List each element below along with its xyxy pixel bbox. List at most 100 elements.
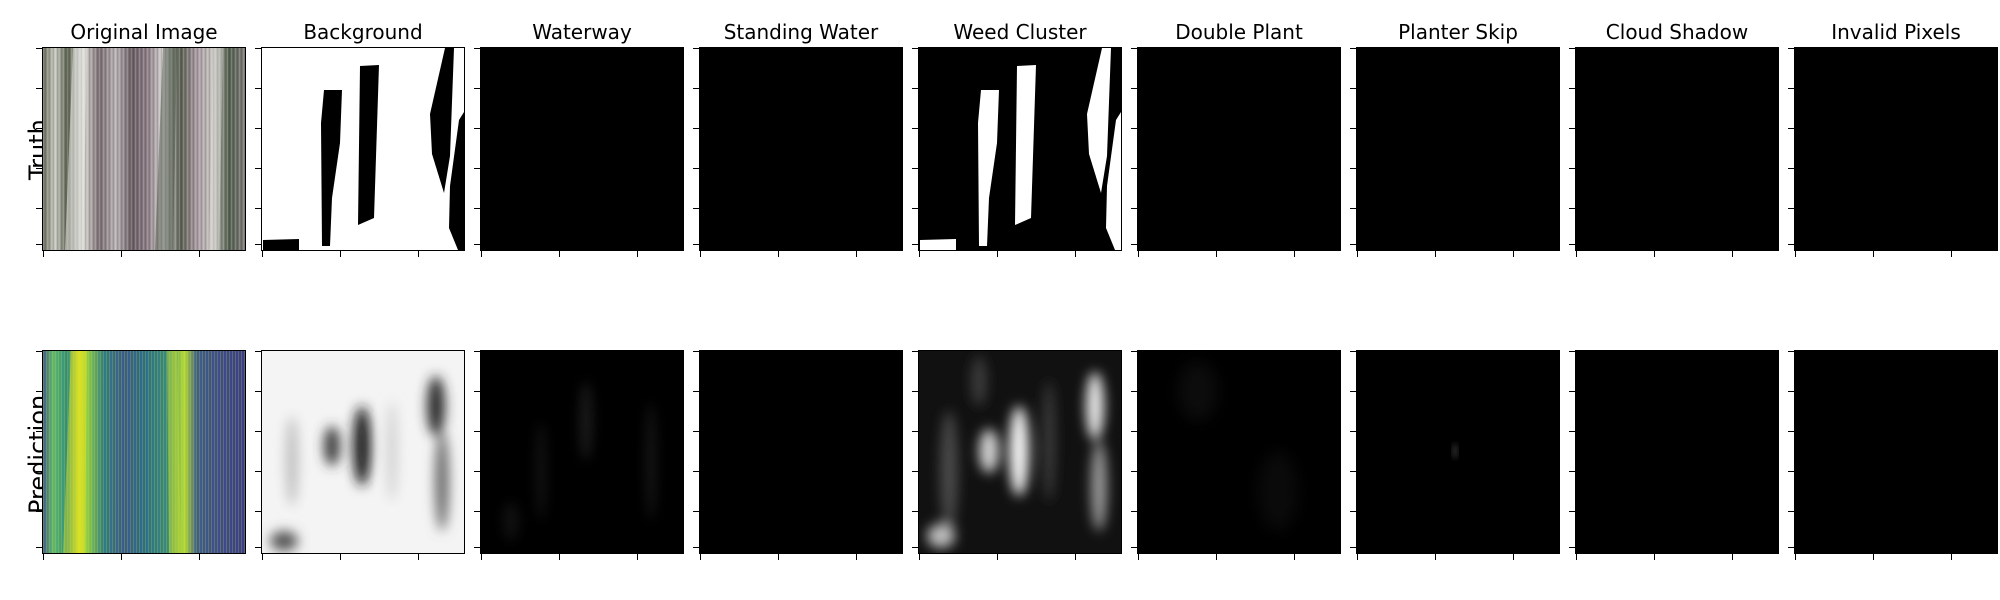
x-tick-mark: [1294, 554, 1295, 560]
x-tick-mark: [919, 251, 920, 257]
y-tick-mark: [474, 168, 480, 169]
prediction-waterway-panel: [480, 350, 684, 554]
x-tick-mark: [637, 251, 638, 257]
y-tick-mark: [912, 244, 918, 245]
x-tick-mark: [262, 554, 263, 560]
y-tick-mark: [1350, 88, 1356, 89]
truth-weed-cluster-mask: [919, 48, 1121, 250]
y-tick-mark: [1788, 168, 1794, 169]
y-tick-mark: [912, 471, 918, 472]
y-tick-mark: [1788, 88, 1794, 89]
truth-original-image: [43, 48, 245, 250]
y-tick-mark: [474, 471, 480, 472]
y-tick-mark: [1569, 88, 1575, 89]
y-tick-mark: [1131, 547, 1137, 548]
y-tick-mark: [1131, 351, 1137, 352]
prediction-background-panel: [261, 350, 465, 554]
y-tick-mark: [1131, 128, 1137, 129]
x-tick-mark: [121, 554, 122, 560]
x-tick-mark: [1216, 554, 1217, 560]
x-tick-mark: [778, 554, 779, 560]
y-tick-mark: [1788, 48, 1794, 49]
y-tick-mark: [1350, 208, 1356, 209]
y-tick-mark: [1788, 471, 1794, 472]
prediction-cloud-shadow-panel: [1575, 350, 1779, 554]
y-tick-mark: [255, 208, 261, 209]
y-tick-mark: [693, 128, 699, 129]
y-tick-mark: [36, 351, 42, 352]
x-tick-mark: [1075, 251, 1076, 257]
y-tick-mark: [36, 128, 42, 129]
y-tick-mark: [1350, 471, 1356, 472]
y-tick-mark: [1350, 431, 1356, 432]
y-tick-mark: [36, 208, 42, 209]
x-tick-mark: [700, 554, 701, 560]
x-tick-mark: [1732, 251, 1733, 257]
x-tick-mark: [43, 554, 44, 560]
y-tick-mark: [1569, 351, 1575, 352]
y-tick-mark: [1131, 511, 1137, 512]
x-tick-mark: [1576, 251, 1577, 257]
truth-cloud-shadow-panel: [1575, 47, 1779, 251]
y-tick-mark: [1788, 511, 1794, 512]
y-tick-mark: [1350, 547, 1356, 548]
y-tick-mark: [1350, 168, 1356, 169]
y-tick-mark: [693, 511, 699, 512]
x-tick-mark: [778, 251, 779, 257]
y-tick-mark: [1569, 168, 1575, 169]
y-tick-mark: [474, 208, 480, 209]
y-tick-mark: [693, 391, 699, 392]
x-tick-mark: [1513, 554, 1514, 560]
truth-background-panel: [261, 47, 465, 251]
y-tick-mark: [1788, 244, 1794, 245]
y-tick-mark: [912, 391, 918, 392]
x-tick-mark: [1951, 554, 1952, 560]
x-tick-mark: [1216, 251, 1217, 257]
prediction-weed-cluster-panel: [918, 350, 1122, 554]
y-tick-mark: [36, 88, 42, 89]
x-tick-mark: [1294, 251, 1295, 257]
y-tick-mark: [693, 168, 699, 169]
x-tick-mark: [1435, 251, 1436, 257]
y-tick-mark: [36, 471, 42, 472]
x-tick-mark: [1873, 251, 1874, 257]
y-tick-mark: [1350, 48, 1356, 49]
prediction-planter-skip-panel: [1356, 350, 1560, 554]
y-tick-mark: [255, 128, 261, 129]
prediction-invalid-pixels-panel: [1794, 350, 1998, 554]
y-tick-mark: [912, 351, 918, 352]
y-tick-mark: [912, 208, 918, 209]
y-tick-mark: [36, 244, 42, 245]
col-title-planter-skip: Planter Skip: [1398, 20, 1518, 44]
y-tick-mark: [1350, 128, 1356, 129]
col-title-background: Background: [303, 20, 423, 44]
x-tick-mark: [418, 554, 419, 560]
x-tick-mark: [43, 251, 44, 257]
y-tick-mark: [1788, 128, 1794, 129]
truth-standing-water-panel: [699, 47, 903, 251]
y-tick-mark: [474, 128, 480, 129]
col-title-double-plant: Double Plant: [1175, 20, 1303, 44]
truth-invalid-pixels-panel: [1794, 47, 1998, 251]
y-tick-mark: [1350, 244, 1356, 245]
y-tick-mark: [1569, 208, 1575, 209]
y-tick-mark: [1569, 431, 1575, 432]
x-tick-mark: [1795, 554, 1796, 560]
y-tick-mark: [255, 391, 261, 392]
y-tick-mark: [1569, 48, 1575, 49]
col-title-cloud-shadow: Cloud Shadow: [1605, 20, 1749, 44]
y-tick-mark: [1131, 88, 1137, 89]
x-tick-mark: [199, 554, 200, 560]
y-tick-mark: [1569, 547, 1575, 548]
y-tick-mark: [1788, 431, 1794, 432]
x-tick-mark: [1951, 251, 1952, 257]
x-tick-mark: [1075, 554, 1076, 560]
col-title-standing-water: Standing Water: [723, 20, 879, 44]
x-tick-mark: [199, 251, 200, 257]
prediction-original-image-panel: [42, 350, 246, 554]
y-tick-mark: [255, 168, 261, 169]
prediction-double-plant-panel: [1137, 350, 1341, 554]
x-tick-mark: [1138, 554, 1139, 560]
truth-background-mask: [262, 48, 464, 250]
col-title-original-image: Original Image: [70, 20, 218, 44]
